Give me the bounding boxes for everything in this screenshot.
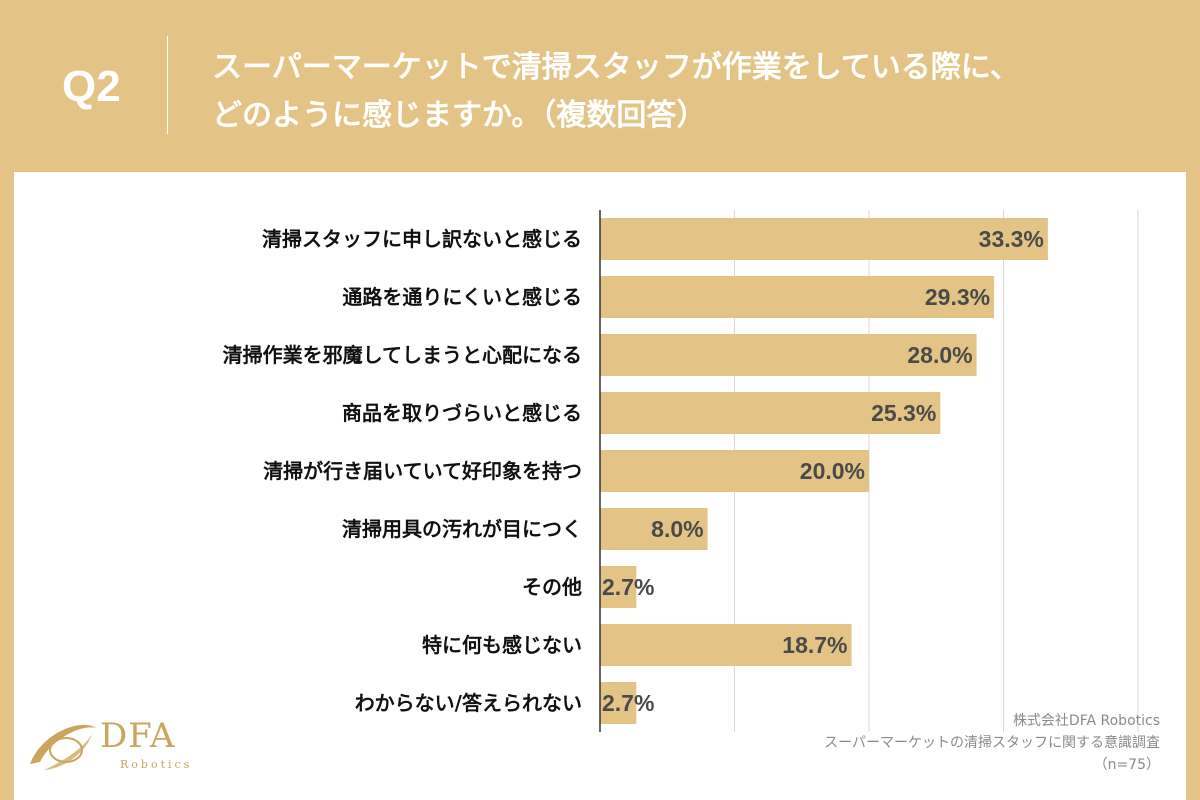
- category-label: 清掃が行き届いていて好印象を持つ: [263, 459, 582, 483]
- question-number: Q2: [62, 62, 121, 111]
- category-label: その他: [522, 575, 582, 599]
- category-label: 商品を取りづらいと感じる: [342, 401, 582, 425]
- value-label: 33.3%: [979, 226, 1044, 252]
- bar: [600, 508, 708, 550]
- logo-text: DFA: [100, 716, 176, 756]
- header-divider: [167, 36, 168, 134]
- source-sample-size: （n=75）: [1093, 757, 1160, 773]
- value-label: 29.3%: [925, 284, 990, 310]
- category-label: 清掃スタッフに申し訳ないと感じる: [262, 227, 582, 251]
- header: Q2 スーパーマーケットで清掃スタッフが作業をしている際に、 どのように感じます…: [0, 0, 1200, 170]
- bar: [600, 276, 995, 318]
- value-label: 25.3%: [871, 400, 936, 426]
- bar: [600, 218, 1048, 260]
- bar-chart: 清掃スタッフに申し訳ないと感じる 33.3% 通路を通りにくいと感じる 29.3% 清掃…: [223, 210, 1139, 732]
- value-label: 8.0%: [651, 516, 703, 542]
- category-label: わからない/答えられない: [355, 691, 582, 715]
- question-title-line1: スーパーマーケットで清掃スタッフが作業をしている際に、: [212, 50, 1020, 85]
- question-title-line2: どのように感じますか。（複数回答）: [212, 98, 707, 133]
- value-label: 2.7%: [602, 574, 654, 600]
- source-survey: スーパーマーケットの清掃スタッフに関する意識調査: [824, 735, 1160, 751]
- question-title: スーパーマーケットで清掃スタッフが作業をしている際に、 どのように感じますか。（…: [212, 44, 1172, 140]
- source-company: 株式会社DFA Robotics: [1012, 713, 1160, 729]
- logo-swoosh-icon: [30, 724, 96, 770]
- logo-subtext: Robotics: [120, 758, 193, 771]
- value-label: 28.0%: [907, 342, 972, 368]
- source-note: 株式会社DFA Robotics スーパーマーケットの清掃スタッフに関する意識調…: [824, 710, 1160, 776]
- category-label: 清掃用具の汚れが目につく: [342, 517, 582, 541]
- bar: [600, 566, 637, 608]
- bar: [600, 682, 637, 724]
- value-label: 18.7%: [782, 632, 847, 658]
- chart-panel: 清掃スタッフに申し訳ないと感じる 33.3% 通路を通りにくいと感じる 29.3% 清掃…: [14, 172, 1186, 800]
- bar: [600, 392, 941, 434]
- bar: [600, 334, 977, 376]
- bar: [600, 450, 869, 492]
- category-label: 特に何も感じない: [422, 633, 582, 657]
- company-logo: DFA Robotics: [22, 712, 192, 782]
- category-label: 通路を通りにくいと感じる: [342, 285, 582, 309]
- value-label: 2.7%: [602, 690, 654, 716]
- bar: [600, 624, 852, 666]
- value-label: 20.0%: [800, 458, 865, 484]
- category-label: 清掃作業を邪魔してしまうと心配になる: [223, 343, 582, 367]
